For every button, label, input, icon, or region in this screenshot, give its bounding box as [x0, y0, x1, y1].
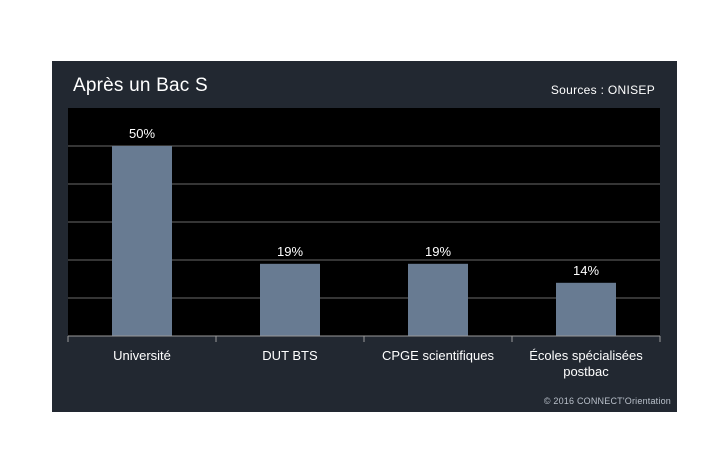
bar — [260, 263, 320, 336]
bar — [408, 263, 468, 336]
category-label: CPGE scientifiques — [382, 348, 494, 363]
chart-title: Après un Bac S — [73, 75, 208, 96]
category-label: DUT BTS — [262, 348, 318, 363]
value-label: 50% — [129, 126, 155, 141]
bar — [112, 146, 172, 336]
value-label: 19% — [425, 244, 451, 259]
value-label: 19% — [277, 244, 303, 259]
bar — [556, 282, 616, 336]
value-label: 14% — [573, 263, 599, 278]
bar-chart: 50% 19% 19% 14% Université DUT BTS CPGE scient… — [67, 108, 661, 379]
category-label: Écoles spécialisées postbac — [529, 348, 643, 379]
copyright-note: © 2016 CONNECT'Orientation — [543, 396, 671, 406]
category-label: Université — [113, 348, 171, 363]
source-note: Sources : ONISEP — [550, 83, 655, 97]
chart-card: Après un Bac S Sources : ONISEP 50% 19% 19… — [52, 61, 677, 412]
